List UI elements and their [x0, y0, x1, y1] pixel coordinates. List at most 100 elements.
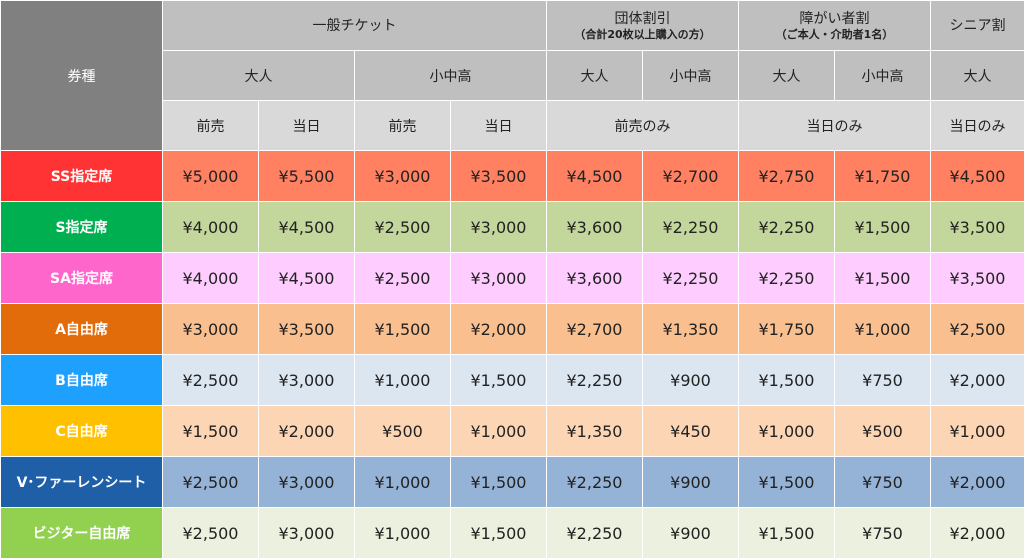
price-cell: ¥2,250: [547, 355, 643, 406]
price-cell: ¥1,350: [643, 304, 739, 355]
price-cell: ¥1,000: [355, 508, 451, 559]
table-row: A自由席¥3,000¥3,500¥1,500¥2,000¥2,700¥1,350…: [1, 304, 1024, 355]
price-cell: ¥1,500: [451, 508, 547, 559]
seat-type-label: V･ファーレンシート: [1, 457, 163, 508]
price-cell: ¥1,500: [739, 355, 835, 406]
price-cell: ¥3,000: [451, 202, 547, 253]
price-cell: ¥1,500: [355, 304, 451, 355]
price-cell: ¥1,500: [451, 355, 547, 406]
price-cell: ¥1,000: [835, 304, 931, 355]
price-cell: ¥1,000: [355, 457, 451, 508]
price-cell: ¥2,000: [931, 355, 1024, 406]
seat-type-label: ビジター自由席: [1, 508, 163, 559]
price-cell: ¥2,750: [739, 151, 835, 202]
sale-type-header: 当日のみ: [739, 101, 931, 151]
group-sublabel: （ご本人・介助者1名）: [739, 28, 930, 42]
audience-header: 小中高: [643, 51, 739, 101]
price-cell: ¥2,250: [547, 457, 643, 508]
price-cell: ¥750: [835, 508, 931, 559]
price-cell: ¥3,000: [163, 304, 259, 355]
seat-type-label: B自由席: [1, 355, 163, 406]
sale-type-header: 当日: [451, 101, 547, 151]
price-cell: ¥3,500: [931, 253, 1024, 304]
group-label: シニア割: [931, 17, 1024, 35]
price-cell: ¥750: [835, 457, 931, 508]
price-cell: ¥1,750: [739, 304, 835, 355]
sale-type-header: 前売のみ: [547, 101, 739, 151]
price-cell: ¥2,250: [739, 253, 835, 304]
audience-header: 大人: [547, 51, 643, 101]
price-cell: ¥4,000: [163, 202, 259, 253]
price-cell: ¥1,500: [163, 406, 259, 457]
price-cell: ¥500: [355, 406, 451, 457]
price-cell: ¥1,500: [451, 457, 547, 508]
price-cell: ¥1,500: [739, 508, 835, 559]
table-row: ビジター自由席¥2,500¥3,000¥1,000¥1,500¥2,250¥90…: [1, 508, 1024, 559]
audience-header: 小中高: [355, 51, 547, 101]
price-cell: ¥3,000: [259, 508, 355, 559]
table-row: SA指定席¥4,000¥4,500¥2,500¥3,000¥3,600¥2,25…: [1, 253, 1024, 304]
price-cell: ¥2,250: [643, 253, 739, 304]
price-cell: ¥3,000: [451, 253, 547, 304]
group-header-senior-discount: シニア割: [931, 1, 1024, 51]
table-row: C自由席¥1,500¥2,000¥500¥1,000¥1,350¥450¥1,0…: [1, 406, 1024, 457]
price-cell: ¥4,500: [547, 151, 643, 202]
price-cell: ¥1,500: [739, 457, 835, 508]
price-cell: ¥2,000: [451, 304, 547, 355]
price-cell: ¥5,500: [259, 151, 355, 202]
price-cell: ¥5,000: [163, 151, 259, 202]
price-cell: ¥4,500: [259, 202, 355, 253]
price-cell: ¥500: [835, 406, 931, 457]
price-cell: ¥4,000: [163, 253, 259, 304]
table-row: V･ファーレンシート¥2,500¥3,000¥1,000¥1,500¥2,250…: [1, 457, 1024, 508]
price-cell: ¥1,000: [931, 406, 1024, 457]
audience-header: 大人: [739, 51, 835, 101]
price-cell: ¥750: [835, 355, 931, 406]
price-cell: ¥2,000: [931, 508, 1024, 559]
table-row: B自由席¥2,500¥3,000¥1,000¥1,500¥2,250¥900¥1…: [1, 355, 1024, 406]
price-cell: ¥3,600: [547, 253, 643, 304]
price-cell: ¥3,500: [259, 304, 355, 355]
price-cell: ¥1,500: [835, 202, 931, 253]
sale-type-header: 前売: [355, 101, 451, 151]
price-cell: ¥2,500: [355, 202, 451, 253]
price-cell: ¥900: [643, 508, 739, 559]
price-cell: ¥2,500: [931, 304, 1024, 355]
price-cell: ¥1,000: [451, 406, 547, 457]
price-cell: ¥900: [643, 457, 739, 508]
group-header-general: 一般チケット: [163, 1, 547, 51]
group-label: 障がい者割: [739, 10, 930, 28]
seat-type-label: C自由席: [1, 406, 163, 457]
price-cell: ¥450: [643, 406, 739, 457]
price-cell: ¥3,000: [259, 457, 355, 508]
price-cell: ¥4,500: [259, 253, 355, 304]
price-cell: ¥1,350: [547, 406, 643, 457]
header-row-groups: 券種 一般チケット 団体割引 （合計20枚以上購入の方） 障がい者割 （ご本人・…: [1, 1, 1024, 51]
price-cell: ¥900: [643, 355, 739, 406]
seat-type-label: A自由席: [1, 304, 163, 355]
price-cell: ¥3,000: [355, 151, 451, 202]
price-cell: ¥2,250: [547, 508, 643, 559]
price-cell: ¥3,500: [931, 202, 1024, 253]
group-sublabel: （合計20枚以上購入の方）: [547, 28, 738, 42]
audience-header: 大人: [163, 51, 355, 101]
audience-header: 大人: [931, 51, 1024, 101]
price-cell: ¥4,500: [931, 151, 1024, 202]
price-cell: ¥2,500: [163, 355, 259, 406]
price-cell: ¥1,000: [355, 355, 451, 406]
price-cell: ¥2,700: [643, 151, 739, 202]
seat-type-label: S指定席: [1, 202, 163, 253]
group-header-disability-discount: 障がい者割 （ご本人・介助者1名）: [739, 1, 931, 51]
seat-type-label: SA指定席: [1, 253, 163, 304]
sale-type-header: 前売: [163, 101, 259, 151]
price-cell: ¥2,700: [547, 304, 643, 355]
price-cell: ¥2,500: [163, 457, 259, 508]
price-cell: ¥1,500: [835, 253, 931, 304]
price-cell: ¥3,500: [451, 151, 547, 202]
price-cell: ¥3,000: [259, 355, 355, 406]
table-row: S指定席¥4,000¥4,500¥2,500¥3,000¥3,600¥2,250…: [1, 202, 1024, 253]
group-label: 団体割引: [547, 10, 738, 28]
table-row: SS指定席¥5,000¥5,500¥3,000¥3,500¥4,500¥2,70…: [1, 151, 1024, 202]
group-label: 一般チケット: [163, 17, 546, 35]
